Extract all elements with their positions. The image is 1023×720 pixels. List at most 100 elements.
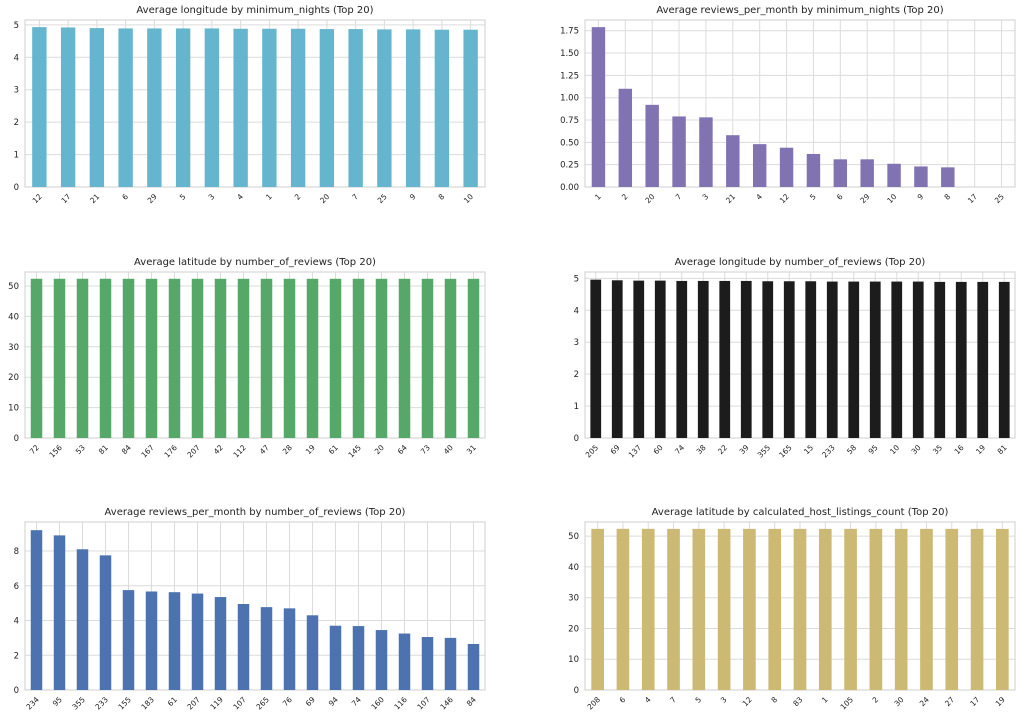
bar xyxy=(667,528,680,690)
x-tick-label: 84 xyxy=(465,695,478,708)
bar xyxy=(352,278,365,438)
bar xyxy=(793,528,807,690)
x-tick-label: 116 xyxy=(392,695,409,712)
x-tick-label: 60 xyxy=(652,443,665,456)
bar xyxy=(283,608,296,690)
bar xyxy=(30,530,43,690)
bar xyxy=(60,27,76,187)
bar xyxy=(30,278,43,438)
x-tick-label: 83 xyxy=(791,695,804,708)
bar xyxy=(641,528,655,690)
x-tick-label: 17 xyxy=(966,192,979,205)
x-tick-label: 205 xyxy=(584,443,601,460)
x-tick-label: 42 xyxy=(212,443,225,456)
bar xyxy=(260,278,273,438)
x-tick-label: 7 xyxy=(668,695,678,705)
x-tick-label: 176 xyxy=(162,443,179,460)
x-tick-label: 2 xyxy=(293,192,303,202)
x-tick-label: 160 xyxy=(369,695,386,712)
y-tick-label: 0 xyxy=(574,434,579,444)
y-tick-label: 3 xyxy=(14,86,19,96)
x-tick-label: 16 xyxy=(953,443,966,456)
y-tick-label: 10 xyxy=(568,655,579,665)
bar xyxy=(762,281,774,438)
x-tick-label: 95 xyxy=(51,695,64,708)
bar xyxy=(147,28,162,188)
y-tick-label: 5 xyxy=(14,21,19,31)
bar xyxy=(421,637,434,690)
bar xyxy=(467,643,480,690)
bar xyxy=(122,590,135,690)
bar xyxy=(204,28,220,188)
x-tick-label: 84 xyxy=(120,443,133,456)
x-tick-label: 12 xyxy=(778,192,791,205)
x-tick-label: 21 xyxy=(88,192,101,205)
chart-title: Average latitude by number_of_reviews (T… xyxy=(134,257,376,268)
x-tick-label: 107 xyxy=(231,695,248,712)
y-tick-label: 50 xyxy=(8,282,19,292)
plot-frame xyxy=(584,19,1016,188)
bar xyxy=(260,607,273,690)
bar xyxy=(191,593,204,690)
x-tick-label: 73 xyxy=(419,443,432,456)
x-tick-label: 15 xyxy=(802,443,815,456)
x-tick-label: 27 xyxy=(943,695,956,708)
bar xyxy=(768,528,782,690)
bar xyxy=(237,604,250,690)
y-tick-label: 0.25 xyxy=(560,161,579,171)
x-tick-label: 20 xyxy=(318,192,331,205)
x-tick-label: 3 xyxy=(719,695,729,705)
x-tick-label: 1 xyxy=(820,695,830,705)
x-tick-label: 8 xyxy=(437,192,447,202)
y-tick-label: 0 xyxy=(574,686,579,696)
x-tick-label: 17 xyxy=(968,695,981,708)
x-tick-label: 6 xyxy=(618,695,628,705)
x-tick-label: 183 xyxy=(139,695,156,712)
bar xyxy=(467,278,480,438)
bar xyxy=(806,153,821,187)
x-tick-label: 39 xyxy=(738,443,751,456)
bar xyxy=(633,280,645,438)
bar xyxy=(352,626,365,690)
bar xyxy=(740,280,752,438)
x-tick-label: 4 xyxy=(235,192,245,202)
bar xyxy=(168,592,181,690)
x-tick-label: 29 xyxy=(858,192,871,205)
x-tick-label: 19 xyxy=(304,443,317,456)
y-tick-label: 8 xyxy=(14,547,19,557)
x-tick-label: 30 xyxy=(910,443,923,456)
x-tick-label: 1 xyxy=(264,192,274,202)
bar xyxy=(375,630,388,690)
bar xyxy=(99,278,112,438)
bar xyxy=(283,278,296,438)
x-tick-label: 25 xyxy=(376,192,389,205)
x-tick-label: 30 xyxy=(892,695,905,708)
bar xyxy=(860,159,874,187)
x-tick-label: 25 xyxy=(993,192,1006,205)
bar xyxy=(421,278,434,438)
x-tick-label: 4 xyxy=(754,192,764,202)
bar xyxy=(375,278,388,438)
chart-title: Average reviews_per_month by number_of_r… xyxy=(105,507,406,518)
bar xyxy=(848,281,860,438)
bar xyxy=(290,28,306,187)
y-tick-label: 1 xyxy=(14,151,19,161)
x-tick-label: 81 xyxy=(996,443,1009,456)
bar xyxy=(329,625,342,690)
x-tick-label: 10 xyxy=(462,192,475,205)
y-tick-label: 4 xyxy=(574,306,579,316)
bar xyxy=(692,528,706,690)
y-tick-label: 20 xyxy=(568,624,579,634)
y-tick-label: 40 xyxy=(568,563,579,573)
x-tick-label: 4 xyxy=(643,695,653,705)
x-tick-label: 21 xyxy=(724,192,737,205)
bar xyxy=(118,28,133,188)
bar xyxy=(654,280,666,438)
bar xyxy=(76,549,89,690)
y-tick-label: 1.75 xyxy=(560,27,579,37)
bar xyxy=(32,27,47,188)
x-tick-label: 8 xyxy=(942,192,952,202)
y-tick-label: 5 xyxy=(574,274,579,284)
y-tick-label: 50 xyxy=(568,532,579,542)
y-tick-label: 0 xyxy=(14,183,19,193)
